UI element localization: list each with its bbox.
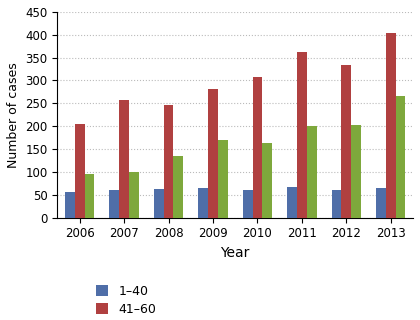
Bar: [287, 187, 297, 218]
Bar: [297, 52, 307, 218]
Bar: [243, 190, 252, 218]
Bar: [341, 65, 351, 218]
Bar: [307, 126, 317, 218]
Bar: [376, 188, 386, 218]
Bar: [110, 190, 119, 218]
Legend: 1–40, 41–60, 61–100: 1–40, 41–60, 61–100: [92, 281, 168, 320]
Bar: [332, 190, 341, 218]
Bar: [129, 172, 139, 218]
Bar: [262, 143, 272, 218]
Bar: [75, 124, 84, 218]
Bar: [252, 77, 262, 218]
Bar: [119, 100, 129, 218]
Bar: [396, 97, 405, 218]
Bar: [84, 174, 94, 218]
Bar: [198, 188, 208, 218]
Bar: [218, 140, 228, 218]
Bar: [173, 156, 183, 218]
X-axis label: Year: Year: [220, 246, 250, 260]
Bar: [164, 105, 173, 218]
Bar: [351, 125, 361, 218]
Bar: [208, 89, 218, 218]
Bar: [386, 33, 396, 218]
Bar: [65, 192, 75, 218]
Y-axis label: Number of cases: Number of cases: [7, 62, 20, 168]
Bar: [154, 189, 164, 218]
